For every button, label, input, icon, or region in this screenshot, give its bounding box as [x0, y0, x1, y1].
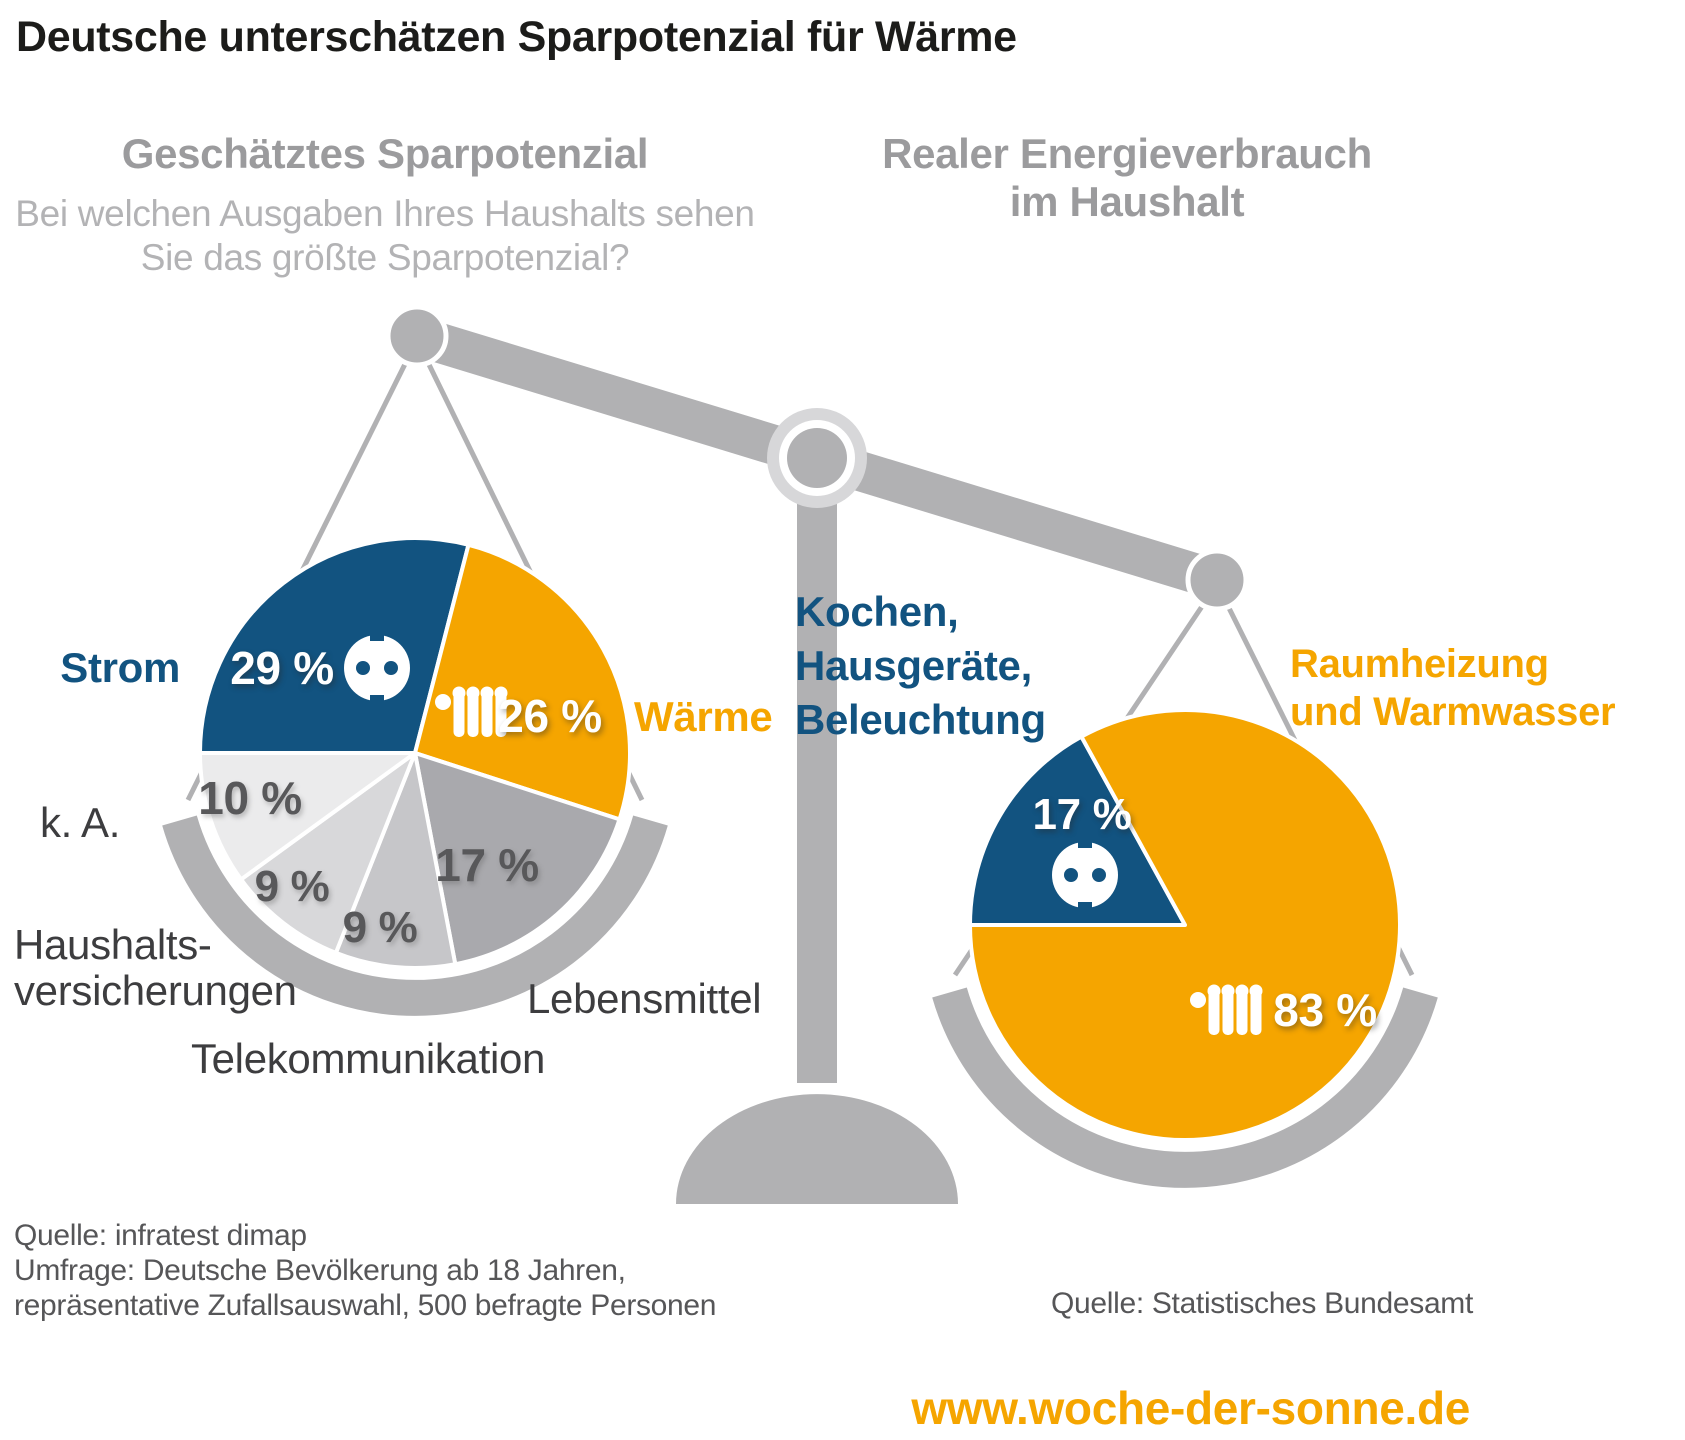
- pie-slice-kochen-hausgeraete-beleuchtung: [968, 734, 1187, 927]
- website-url: www.woche-der-sonne.de: [911, 1382, 1470, 1434]
- slice-label-raumheizung-line2: und Warmwasser: [1290, 690, 1616, 734]
- slice-label-strom: Strom: [60, 644, 180, 691]
- left-chart-subtitle-line2: Sie das größte Sparpotenzial?: [140, 237, 630, 278]
- pie-slice-telekommunikation: [333, 751, 458, 970]
- page-title: Deutsche unterschätzen Sparpotenzial für…: [16, 13, 1017, 61]
- slice-label-haushaltsversicherungen-line1: Haushalts-: [14, 921, 212, 968]
- slice-label-kochen-line3: Beleuchtung: [795, 696, 1046, 743]
- pie-slice-strom: [198, 536, 471, 755]
- slice-label-raumheizung-line1: Raumheizung: [1290, 642, 1549, 686]
- source-left-line2: Umfrage: Deutsche Bevölkerung ab 18 Jahr…: [14, 1254, 626, 1287]
- slice-label-kochen-line2: Hausgeräte,: [795, 642, 1032, 689]
- beam-end-right: [1185, 548, 1249, 612]
- slice-label-telekommunikation: Telekommunikation: [190, 1035, 546, 1082]
- slice-value-haushaltsversicherungen: 9 %: [254, 862, 330, 911]
- pie-estimated-saving-potential: [198, 536, 632, 970]
- pie-slice-waerme: [413, 542, 632, 822]
- left-chart-subtitle: Bei welchen Ausgaben Ihres Haushalts seh…: [15, 192, 755, 280]
- slice-value-kochen-hausgeraete-beleuchtung: 17 %: [1032, 790, 1132, 839]
- slice-value-ka: 10 %: [198, 772, 302, 824]
- pie-slice-haushaltsversicherungen: [239, 751, 417, 955]
- slice-label-waerme: Wärme: [634, 693, 773, 740]
- slice-label-kochen-hausgeraete-beleuchtung: Kochen, Hausgeräte, Beleuchtung: [795, 585, 1046, 747]
- slice-value-waerme: 26 %: [498, 690, 602, 742]
- pie-slice-ka: [198, 751, 417, 882]
- beam-end-left: [385, 304, 449, 368]
- right-chart-heading-line1: Realer Energieverbrauch: [882, 130, 1372, 177]
- pie-slice-lebensmittel: [413, 751, 622, 967]
- left-scale-pan: [162, 815, 668, 1016]
- slice-label-ka: k. A.: [40, 799, 121, 846]
- slice-label-raumheizung-warmwasser: Raumheizung und Warmwasser: [1290, 640, 1616, 736]
- stand-post: [797, 458, 837, 1083]
- slice-value-telekommunikation: 9 %: [342, 903, 418, 952]
- pie-slice-raumheizung-warmwasser: [968, 707, 1402, 1142]
- stand-base: [676, 1094, 958, 1204]
- source-left-line1: Quelle: infratest dimap: [14, 1219, 307, 1252]
- slice-label-kochen-line1: Kochen,: [795, 588, 959, 635]
- slice-value-strom: 29 %: [230, 642, 334, 694]
- slice-label-haushaltsversicherungen-line2: versicherungen: [14, 967, 297, 1014]
- pie-real-energy-consumption: [968, 707, 1402, 1142]
- beam-pivot: [767, 408, 867, 508]
- right-chart-heading-line2: im Haushalt: [1009, 178, 1245, 225]
- slice-label-haushaltsversicherungen: Haushalts- versicherungen: [14, 922, 297, 1014]
- slice-value-raumheizung-warmwasser: 83 %: [1273, 984, 1377, 1036]
- slice-label-lebensmittel: Lebensmittel: [527, 975, 762, 1022]
- left-chart-subtitle-line1: Bei welchen Ausgaben Ihres Haushalts seh…: [15, 193, 755, 234]
- right-scale-pan: [932, 987, 1438, 1188]
- left-chart-heading: Geschätztes Sparpotenzial: [121, 130, 649, 177]
- right-chart-heading: Realer Energieverbrauch im Haushalt: [882, 130, 1372, 226]
- source-left-line3: repräsentative Zufallsauswahl, 500 befra…: [14, 1289, 717, 1322]
- slice-value-lebensmittel: 17 %: [435, 839, 539, 891]
- source-right: Quelle: Statistisches Bundesamt: [1051, 1287, 1473, 1320]
